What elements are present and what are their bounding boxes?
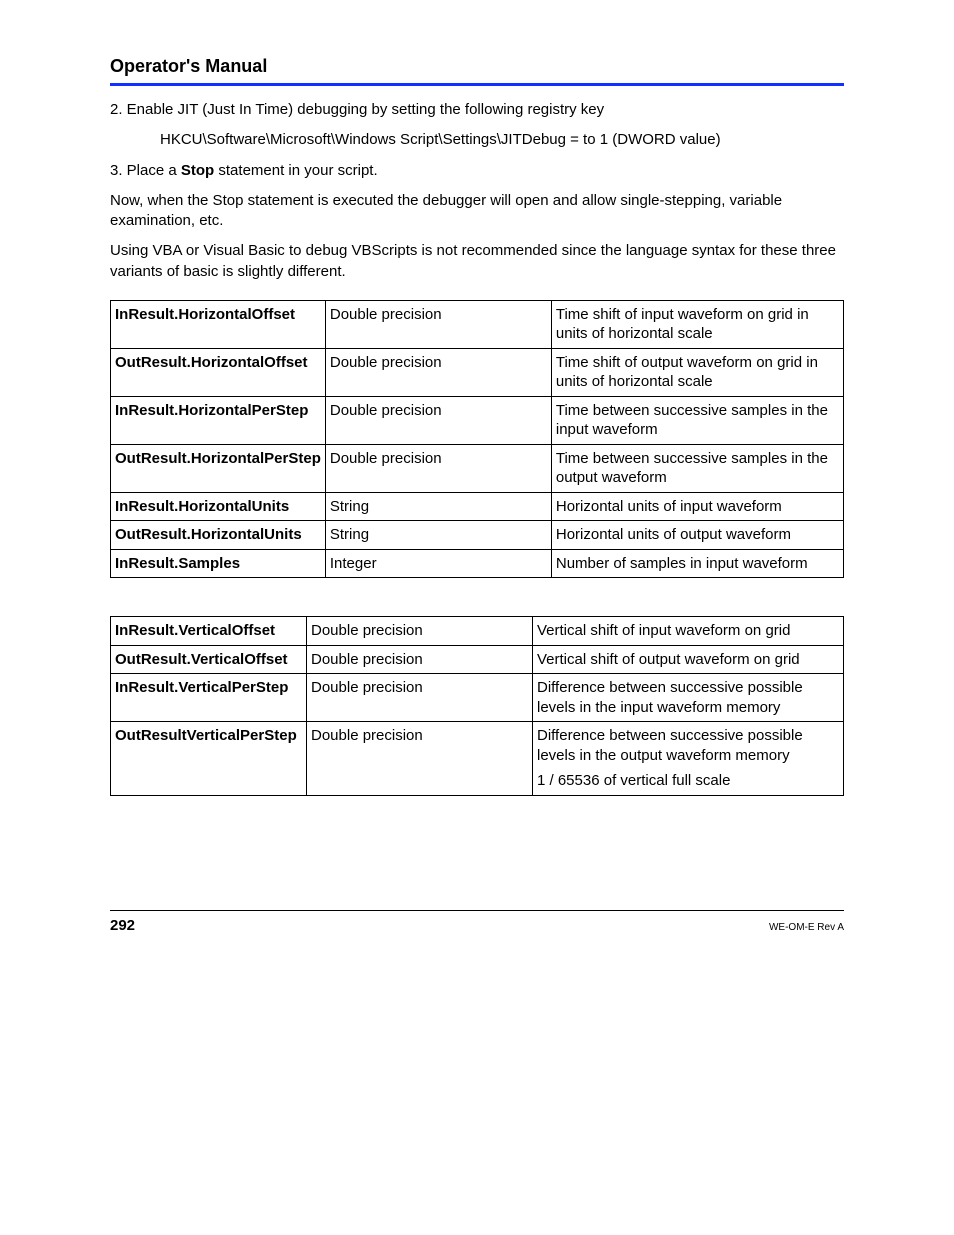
para-step3-a: 3. Place a xyxy=(110,162,181,179)
title-rule xyxy=(110,83,844,86)
footer: 292 WE-OM-E Rev A xyxy=(110,910,844,934)
table-row: OutResult.HorizontalPerStepDouble precis… xyxy=(111,444,844,492)
cell-type: Double precision xyxy=(307,645,533,674)
cell-name: InResult.HorizontalPerStep xyxy=(111,396,326,444)
para-registry-key: HKCU\Software\Microsoft\Windows Script\S… xyxy=(110,130,844,150)
table-row: OutResultVerticalPerStepDouble precision… xyxy=(111,722,844,796)
para-now: Now, when the Stop statement is executed… xyxy=(110,191,844,232)
footer-rule xyxy=(110,910,844,911)
cell-type: Double precision xyxy=(307,674,533,722)
cell-type: Double precision xyxy=(307,617,533,646)
cell-name: OutResult.VerticalOffset xyxy=(111,645,307,674)
page-container: Operator's Manual 2. Enable JIT (Just In… xyxy=(0,0,954,1235)
para-vba: Using VBA or Visual Basic to debug VBScr… xyxy=(110,241,844,282)
cell-description: Horizontal units of input waveform xyxy=(551,492,843,521)
cell-name: OutResult.HorizontalPerStep xyxy=(111,444,326,492)
para-step3-bold: Stop xyxy=(181,162,214,179)
table-row: InResult.VerticalPerStepDouble precision… xyxy=(111,674,844,722)
cell-name: InResult.HorizontalUnits xyxy=(111,492,326,521)
cell-type: Integer xyxy=(325,549,551,578)
cell-type: String xyxy=(325,521,551,550)
cell-description: Time shift of output waveform on grid in… xyxy=(551,348,843,396)
table-row: OutResult.VerticalOffsetDouble precision… xyxy=(111,645,844,674)
cell-description: Difference between successive possible l… xyxy=(533,722,844,796)
cell-name: InResult.Samples xyxy=(111,549,326,578)
table-row: InResult.SamplesIntegerNumber of samples… xyxy=(111,549,844,578)
cell-description: Difference between successive possible l… xyxy=(533,674,844,722)
page-number: 292 xyxy=(110,917,135,934)
cell-type: String xyxy=(325,492,551,521)
cell-description: Time between successive samples in the o… xyxy=(551,444,843,492)
table-row: InResult.HorizontalPerStepDouble precisi… xyxy=(111,396,844,444)
cell-description: Number of samples in input waveform xyxy=(551,549,843,578)
para-step3-b: statement in your script. xyxy=(214,162,377,179)
cell-name: InResult.VerticalOffset xyxy=(111,617,307,646)
cell-description: Vertical shift of input waveform on grid xyxy=(533,617,844,646)
table-row: OutResult.HorizontalOffsetDouble precisi… xyxy=(111,348,844,396)
cell-description: Horizontal units of output waveform xyxy=(551,521,843,550)
cell-type: Double precision xyxy=(325,396,551,444)
para-step3: 3. Place a Stop statement in your script… xyxy=(110,161,844,181)
cell-description: Vertical shift of output waveform on gri… xyxy=(533,645,844,674)
table-row: OutResult.HorizontalUnitsStringHorizonta… xyxy=(111,521,844,550)
cell-type: Double precision xyxy=(325,348,551,396)
table-row: InResult.HorizontalUnitsStringHorizontal… xyxy=(111,492,844,521)
revision-label: WE-OM-E Rev A xyxy=(769,922,844,933)
cell-description: Time between successive samples in the i… xyxy=(551,396,843,444)
table-row: InResult.HorizontalOffsetDouble precisio… xyxy=(111,300,844,348)
cell-type: Double precision xyxy=(325,444,551,492)
para-step2: 2. Enable JIT (Just In Time) debugging b… xyxy=(110,100,844,120)
page-title: Operator's Manual xyxy=(110,56,844,77)
cell-name: InResult.VerticalPerStep xyxy=(111,674,307,722)
table-row: InResult.VerticalOffsetDouble precisionV… xyxy=(111,617,844,646)
cell-description: Time shift of input waveform on grid in … xyxy=(551,300,843,348)
table-vertical: InResult.VerticalOffsetDouble precisionV… xyxy=(110,616,844,796)
footer-row: 292 WE-OM-E Rev A xyxy=(110,917,844,934)
cell-name: OutResultVerticalPerStep xyxy=(111,722,307,796)
cell-name: OutResult.HorizontalOffset xyxy=(111,348,326,396)
header: Operator's Manual xyxy=(110,56,844,86)
cell-name: OutResult.HorizontalUnits xyxy=(111,521,326,550)
cell-name: InResult.HorizontalOffset xyxy=(111,300,326,348)
cell-type: Double precision xyxy=(307,722,533,796)
table-horizontal: InResult.HorizontalOffsetDouble precisio… xyxy=(110,300,844,579)
cell-type: Double precision xyxy=(325,300,551,348)
